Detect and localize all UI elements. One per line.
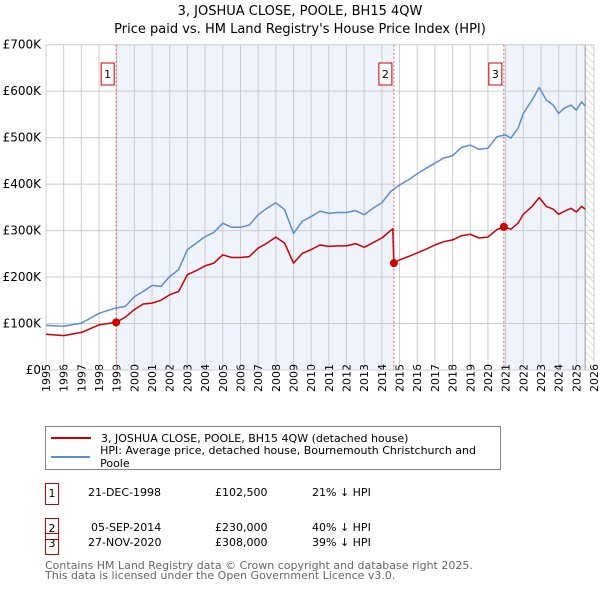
sale-label-box — [378, 62, 393, 86]
chart-subtitle: Price paid vs. HM Land Registry's House … — [114, 22, 486, 37]
footer-line: Contains HM Land Registry data © Crown c… — [45, 559, 473, 572]
x-tick-label: 2005 — [217, 364, 230, 392]
x-tick-label: 2022 — [517, 364, 530, 392]
y-tick-label: £200K — [3, 270, 43, 284]
sale-label-box — [100, 62, 115, 86]
sale-price: £308,000 — [215, 536, 268, 549]
x-tick-label: 2000 — [128, 364, 141, 392]
y-tick-label: £100K — [3, 317, 43, 331]
sale-price: £102,500 — [215, 486, 268, 499]
x-tick-label: 2012 — [341, 364, 354, 392]
y-tick-label: £400K — [3, 177, 43, 191]
x-tick-label: 2024 — [553, 364, 566, 392]
sale-point — [389, 259, 398, 268]
x-tick-label: 2010 — [305, 364, 318, 392]
sale-point — [499, 222, 508, 231]
x-tick-label: 2026 — [588, 364, 600, 392]
y-tick-label: £700K — [3, 38, 43, 52]
x-tick-label: 2021 — [500, 364, 513, 392]
x-tick-label: 2007 — [252, 364, 265, 392]
x-tick-label: 1999 — [111, 364, 124, 392]
sale-hpi-diff: 21% ↓ HPI — [312, 486, 371, 499]
sale-date: 21-DEC-1998 — [88, 486, 162, 499]
x-tick-label: 2013 — [358, 364, 371, 392]
y-tick-label: £0 — [26, 363, 41, 377]
sale-hpi-diff: 39% ↓ HPI — [312, 536, 371, 549]
projection-hatch — [585, 44, 594, 370]
x-tick-label: 2023 — [535, 364, 548, 392]
x-tick-label: 2017 — [429, 364, 442, 392]
legend: 3, JOSHUA CLOSE, POOLE, BH15 4QW (detach… — [45, 426, 501, 470]
x-tick-label: 2008 — [270, 364, 283, 392]
legend-label: HPI: Average price, detached house, Bour… — [100, 444, 477, 470]
footer: Contains HM Land Registry data © Crown c… — [45, 559, 473, 582]
sale-price: £230,000 — [215, 521, 268, 534]
y-tick-label: £300K — [3, 224, 43, 238]
legend-label: 3, JOSHUA CLOSE, POOLE, BH15 4QW (detach… — [101, 431, 409, 445]
sale-marker-badge: 1 — [45, 483, 59, 505]
sale-date: 27-NOV-2020 — [88, 536, 162, 549]
x-tick-label: 2015 — [394, 364, 407, 392]
x-tick-label: 1998 — [93, 364, 106, 392]
x-tick-label: 2011 — [323, 364, 336, 392]
chart-title: 3, JOSHUA CLOSE, POOLE, BH15 4QW — [177, 4, 423, 19]
x-tick-label: 2002 — [164, 364, 177, 392]
shaded-region — [116, 44, 394, 370]
x-tick-label: 2004 — [199, 364, 212, 392]
x-tick-label: 1995 — [40, 364, 53, 392]
x-tick-label: 2014 — [376, 364, 389, 392]
x-tick-label: 1996 — [58, 364, 71, 392]
x-tick-label: 2019 — [464, 364, 477, 392]
legend-swatch-price — [51, 437, 91, 439]
y-tick-label: £600K — [3, 84, 43, 98]
legend-item-hpi: HPI: Average price, detached house, Bour… — [51, 444, 500, 470]
footer-line: This data is licensed under the Open Gov… — [45, 569, 396, 582]
x-tick-label: 2001 — [146, 364, 159, 392]
sale-date: 05-SEP-2014 — [91, 521, 162, 534]
x-tick-label: 2025 — [570, 364, 583, 392]
sale-label: 1 — [104, 68, 111, 81]
sale-hpi-diff: 40% ↓ HPI — [312, 521, 371, 534]
sale-marker-badge: 2 — [45, 518, 59, 540]
legend-swatch-hpi — [51, 456, 91, 458]
price-chart: 1995 1996 1997 1998 1999 2000 2001 2002 2003 2004… — [3, 38, 600, 392]
legend-item-price: 3, JOSHUA CLOSE, POOLE, BH15 4QW (detach… — [51, 430, 408, 446]
x-tick-label: 2003 — [181, 364, 194, 392]
x-tick-label: 1997 — [75, 364, 88, 392]
x-tick-label: 2006 — [234, 364, 247, 392]
sale-label-box — [488, 62, 503, 86]
sale-label: 3 — [492, 68, 499, 81]
x-tick-label: 2009 — [287, 364, 300, 392]
sale-marker-badge: 3 — [45, 533, 59, 555]
price-paid-line — [45, 196, 586, 337]
y-tick-label: £500K — [3, 131, 43, 145]
shaded-region — [503, 44, 586, 370]
hpi-line — [45, 86, 586, 328]
x-tick-label: 2020 — [482, 364, 495, 392]
sale-point — [112, 318, 121, 327]
sale-label: 2 — [382, 68, 389, 81]
x-tick-label: 2018 — [447, 364, 460, 392]
x-tick-label: 2016 — [411, 364, 424, 392]
